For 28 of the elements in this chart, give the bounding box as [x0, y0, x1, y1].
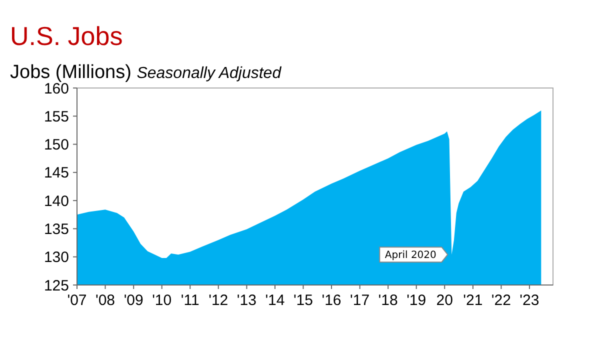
x-tick-label: '10: [152, 292, 172, 309]
x-tick-label: '07: [67, 292, 87, 309]
y-tick-label: 145: [44, 164, 69, 182]
x-tick-label: '23: [520, 292, 540, 309]
x-tick-label: '22: [491, 292, 511, 309]
x-tick-label: '14: [265, 292, 285, 309]
y-tick-label: 125: [44, 277, 69, 294]
y-axis-title: Jobs (Millions): [10, 62, 132, 83]
x-tick-label: '13: [236, 292, 256, 309]
y-tick-label: 130: [44, 249, 69, 266]
x-tick-label: '18: [378, 292, 398, 309]
x-tick-label: '11: [180, 292, 200, 309]
chart-subtitle: Seasonally Adjusted: [136, 65, 282, 82]
x-tick-label: '21: [463, 292, 483, 309]
y-tick-label: 135: [44, 220, 69, 238]
x-tick-label: '15: [293, 292, 314, 309]
chart-title: U.S. Jobs: [10, 21, 123, 51]
y-tick-label: 150: [44, 136, 69, 154]
y-tick-label: 155: [44, 108, 69, 126]
x-tick-label: '08: [95, 292, 116, 309]
x-tick-label: '17: [350, 292, 370, 309]
y-tick-label: 140: [44, 192, 69, 210]
x-tick-label: '12: [208, 292, 228, 309]
x-tick-label: 20: [436, 292, 453, 309]
annotation: April 2020: [384, 250, 436, 262]
x-tick-label: '09: [124, 292, 144, 309]
x-tick-label: '16: [322, 292, 342, 309]
x-tick-label: '19: [406, 292, 426, 309]
